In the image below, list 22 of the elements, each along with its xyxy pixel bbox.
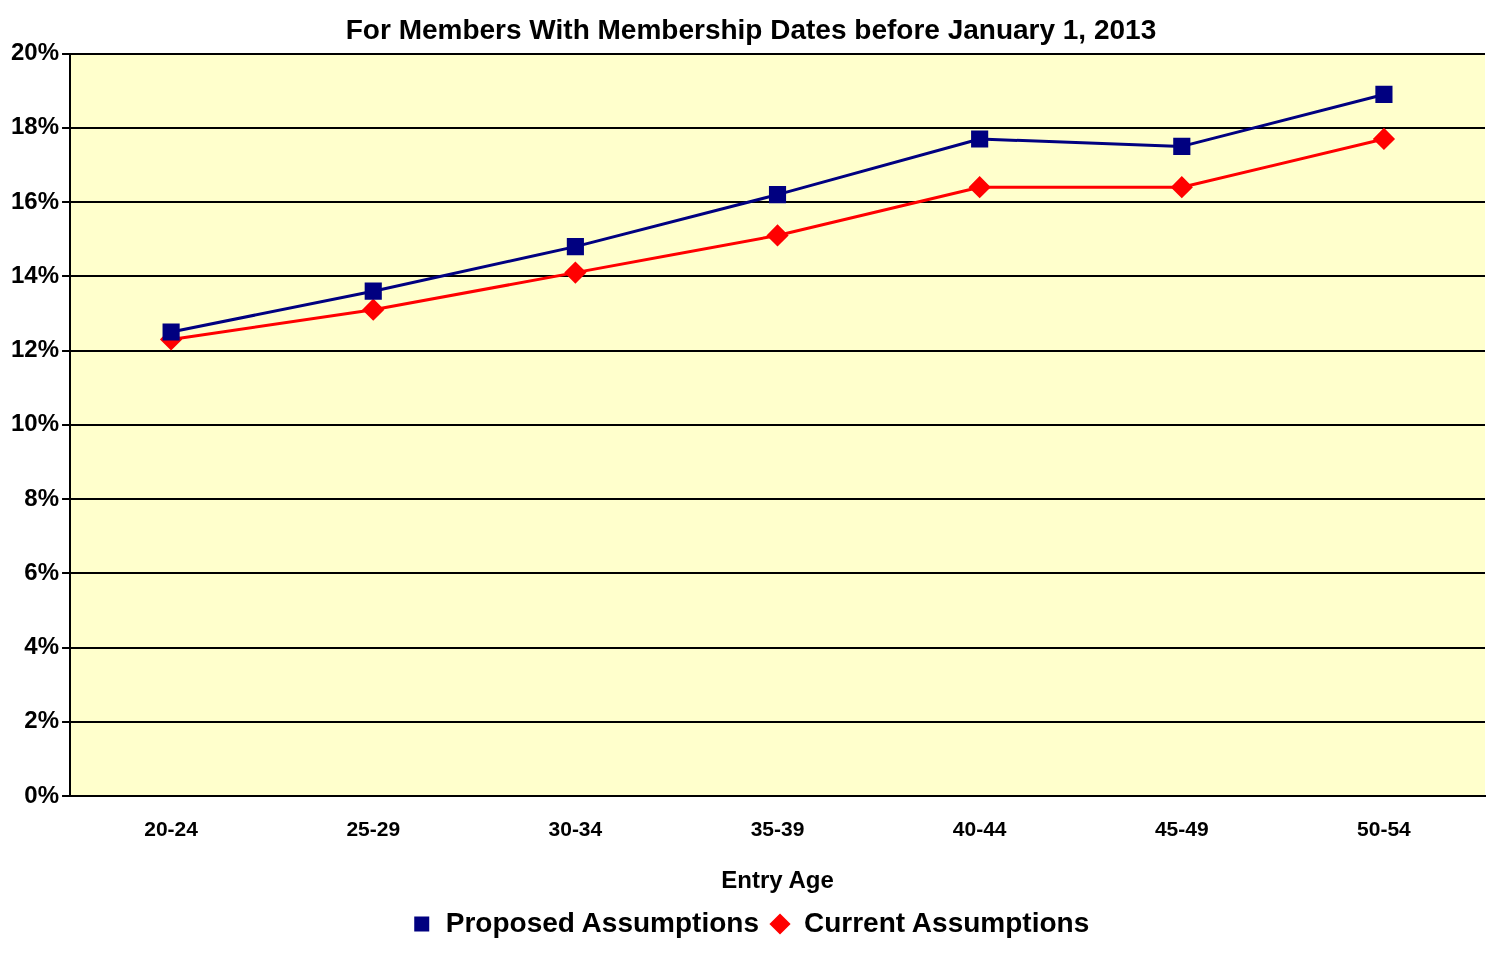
legend-label: Proposed Assumptions [445,906,759,938]
y-tick-label: 10% [10,409,60,437]
y-tick-label: 12% [10,335,60,363]
y-tick-label: 0% [24,780,60,808]
x-axis-title: Entry Age [721,866,834,894]
y-tick-label: 16% [10,186,60,214]
x-tick-label: 50-54 [1357,817,1412,841]
y-tick-label: 14% [10,260,60,288]
y-tick-label: 6% [24,557,60,585]
y-tick-label: 20% [10,38,60,66]
x-tick-label: 45-49 [1154,817,1209,841]
y-tick-label: 18% [10,112,60,140]
x-tick-label: 35-39 [750,817,805,841]
y-tick-label: 2% [24,706,60,734]
x-tick-label: 40-44 [952,817,1007,841]
x-tick-label: 25-29 [346,817,401,841]
y-tick-label: 4% [24,632,60,660]
chart-title: For Members With Membership Dates before January 1, 2013 [345,13,1157,45]
y-tick-label: 8% [24,483,60,511]
x-tick-label: 20-24 [144,817,199,841]
x-tick-label: 30-34 [548,817,603,841]
legend-label: Current Assumptions [804,906,1090,938]
